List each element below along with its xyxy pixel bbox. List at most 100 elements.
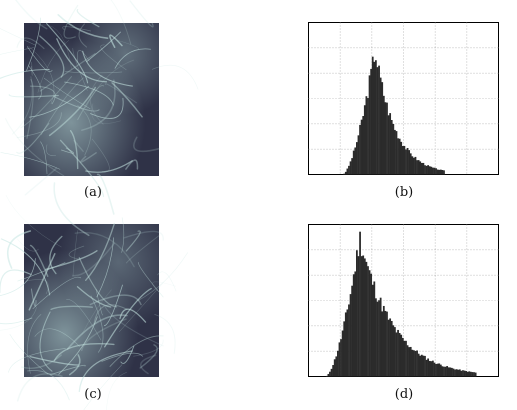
histogram-bar — [332, 365, 335, 377]
histogram-bar — [441, 170, 444, 175]
histogram-bar — [406, 147, 409, 175]
fiber-strand — [0, 238, 51, 296]
fiber-strand — [66, 314, 128, 350]
fiber-strand — [63, 4, 79, 39]
fiber-strand — [96, 237, 114, 298]
histogram-bar — [395, 131, 398, 175]
histogram-bar — [427, 165, 430, 175]
fiber-strand — [68, 354, 81, 376]
fiber-strand — [28, 253, 56, 311]
histogram-bar — [348, 165, 350, 175]
fiber-strand — [43, 77, 91, 110]
histogram-bar — [365, 96, 368, 175]
fiber-strand — [77, 105, 92, 156]
fiber-strand — [0, 258, 36, 296]
fiber-strand — [104, 306, 164, 347]
fiber-strand — [152, 281, 176, 292]
fiber-strand — [91, 138, 110, 173]
histogram-bar — [354, 271, 357, 377]
histogram-bar — [432, 360, 434, 377]
histogram-bar — [376, 67, 379, 175]
histogram-bar — [430, 361, 433, 377]
histogram-bar — [444, 366, 447, 377]
fiber-strand — [78, 350, 133, 393]
fiber-strand — [137, 252, 188, 302]
histogram-bar — [447, 367, 450, 377]
fiber-strand — [103, 284, 123, 327]
histogram-bar — [367, 266, 369, 377]
histogram-d — [308, 224, 499, 377]
histogram-bar — [420, 162, 423, 175]
histogram-bar — [454, 369, 456, 377]
histogram-bar — [435, 364, 437, 377]
fiber-strand — [39, 53, 96, 92]
histogram-bar — [381, 311, 384, 377]
histogram-bar — [451, 367, 453, 377]
histogram-bar — [397, 329, 399, 377]
fiber-strand — [0, 317, 33, 325]
fiber-strand — [90, 295, 104, 353]
histogram-bar — [337, 350, 339, 377]
fiber-strand — [106, 371, 127, 410]
fiber-strand — [40, 77, 84, 135]
histogram-bar — [327, 373, 330, 377]
histogram-bar — [346, 309, 349, 377]
fiber-strand — [7, 230, 32, 269]
histogram-bar — [420, 354, 423, 377]
histogram-bar — [397, 138, 399, 175]
fiber-strand — [5, 195, 62, 248]
histogram-bar — [408, 150, 411, 175]
fiber-strand — [46, 144, 56, 156]
fiber-strand — [56, 38, 108, 83]
fiber-strand — [85, 223, 115, 281]
fiber-strand — [73, 139, 84, 152]
fiber-strand — [0, 269, 32, 293]
fiber-strand — [30, 288, 37, 308]
histogram-bar — [384, 310, 387, 377]
histogram-bar — [325, 375, 328, 377]
histogram-bar — [411, 349, 414, 377]
fiber-strand — [27, 369, 70, 401]
fiber-strand — [76, 8, 100, 28]
histogram-bar — [378, 300, 380, 377]
fiber-strand — [91, 103, 122, 124]
histogram-bar — [458, 369, 461, 377]
fiber-strand — [32, 276, 82, 310]
fiber-strand — [27, 314, 42, 374]
fiber-strand — [39, 311, 53, 372]
histogram-bar — [344, 312, 347, 377]
fiber-strand — [157, 271, 177, 292]
fiber-strand — [109, 335, 164, 367]
fiber-strand — [68, 245, 85, 260]
fiber-strand — [53, 343, 115, 362]
histogram-bar — [382, 305, 385, 377]
fiber-strand — [44, 250, 98, 271]
fiber-strand — [77, 84, 105, 121]
histogram-bar — [389, 113, 392, 175]
histogram-bar — [368, 75, 371, 175]
fiber-strand — [72, 242, 116, 277]
histogram-bar — [375, 298, 377, 377]
fiber-strand — [86, 31, 121, 62]
histogram-bar — [406, 345, 409, 377]
histogram-bar — [430, 166, 433, 175]
fiber-strand — [39, 35, 65, 78]
fiber-strand — [0, 28, 36, 46]
fiber-strand — [114, 48, 151, 69]
histogram-bar — [382, 95, 385, 175]
histogram-bar — [436, 169, 439, 175]
histogram-bar — [409, 346, 412, 377]
histogram-bar — [405, 340, 407, 377]
histogram-bar — [417, 353, 420, 377]
histogram-bar — [470, 371, 472, 377]
histogram-bar — [414, 156, 417, 175]
fiber-strand — [66, 299, 102, 341]
histogram-bar — [408, 347, 411, 377]
fiber-strand — [78, 257, 118, 308]
histogram-bar — [432, 167, 434, 175]
histogram-bar — [409, 153, 412, 175]
histogram-bar — [330, 368, 333, 377]
histogram-bar — [389, 318, 392, 377]
texture-image-c — [0, 182, 188, 410]
fiber-strand — [69, 130, 79, 170]
